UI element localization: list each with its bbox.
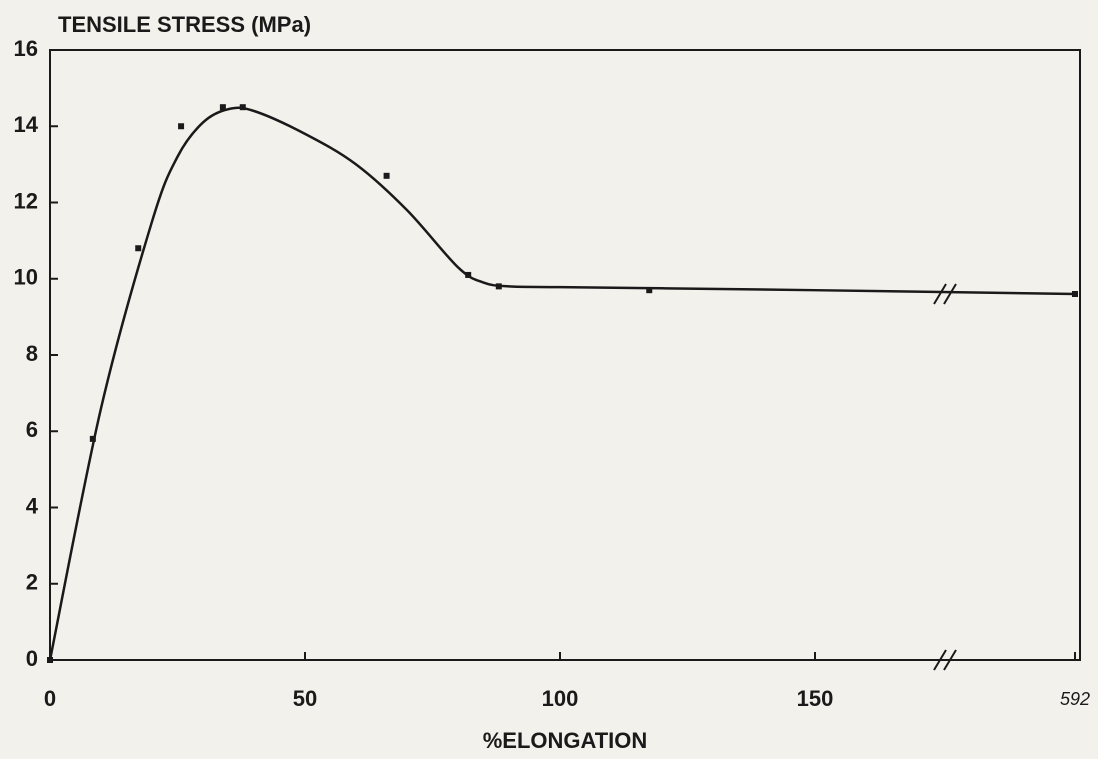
x-tick-label: 0 xyxy=(44,686,56,711)
fitted-curve xyxy=(48,106,1076,661)
y-tick-label: 16 xyxy=(14,36,38,61)
y-tick-label: 2 xyxy=(26,570,38,595)
y-tick-label: 6 xyxy=(26,417,38,442)
data-point xyxy=(646,287,653,294)
y-tick-label: 12 xyxy=(14,188,38,213)
x-tick-label: 50 xyxy=(293,686,317,711)
x-tick-label: 150 xyxy=(797,686,834,711)
y-tick-label: 14 xyxy=(14,112,39,137)
axis-break xyxy=(943,283,957,305)
y-tick-label: 10 xyxy=(14,265,38,290)
x-tick-label: 100 xyxy=(542,686,579,711)
axis-break xyxy=(943,649,957,671)
x-axis-title: %ELONGATION xyxy=(483,728,648,753)
y-tick-label: 8 xyxy=(26,341,38,366)
axis-break xyxy=(933,649,947,671)
data-point xyxy=(383,172,390,179)
y-tick-label: 4 xyxy=(26,493,39,518)
data-point xyxy=(178,123,185,130)
y-axis-title: TENSILE STRESS (MPa) xyxy=(58,12,311,37)
x-tick-label: 592 xyxy=(1060,689,1090,709)
y-tick-label: 0 xyxy=(26,646,38,671)
data-point xyxy=(135,245,142,252)
plot-frame xyxy=(49,49,1081,661)
data-point xyxy=(89,435,96,442)
axis-break xyxy=(933,283,947,305)
data-point xyxy=(219,104,226,111)
